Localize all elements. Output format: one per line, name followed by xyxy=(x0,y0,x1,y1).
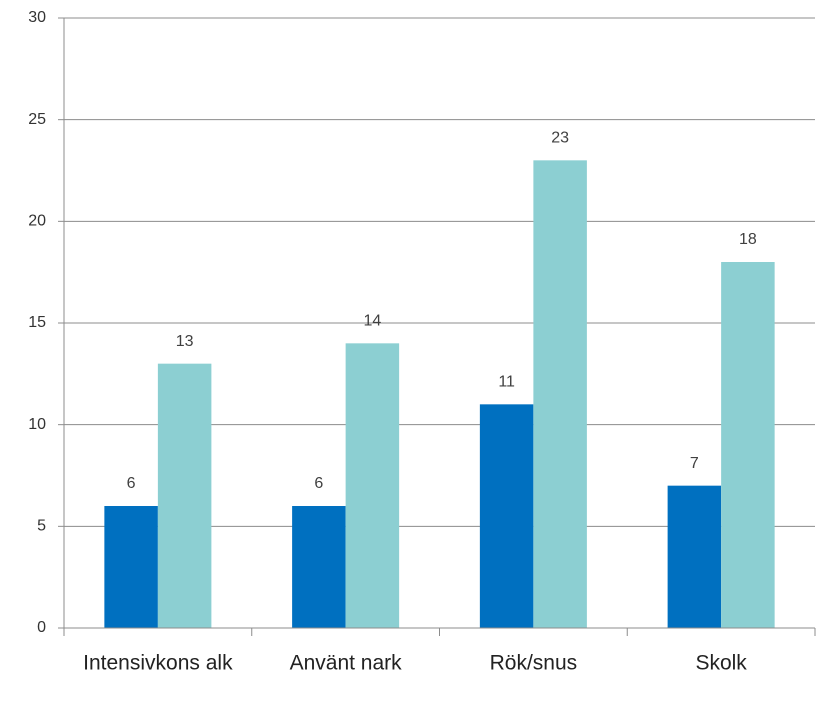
value-label: 13 xyxy=(176,333,194,350)
bar xyxy=(157,363,212,628)
value-label: 14 xyxy=(363,313,381,330)
value-label: 23 xyxy=(551,130,569,147)
y-tick-label: 0 xyxy=(37,619,46,636)
bar xyxy=(667,485,722,628)
x-tick-label: Rök/snus xyxy=(490,652,578,675)
value-label: 6 xyxy=(314,475,323,492)
y-tick-label: 30 xyxy=(28,9,46,26)
value-label: 11 xyxy=(498,374,515,391)
x-tick-label: Skolk xyxy=(695,652,747,675)
bar xyxy=(479,404,534,628)
bar xyxy=(104,506,158,628)
bar xyxy=(533,160,587,629)
value-label: 7 xyxy=(690,455,699,472)
value-label: 18 xyxy=(739,231,757,248)
x-tick-label: Använt nark xyxy=(290,652,403,675)
bar xyxy=(345,343,400,628)
y-tick-label: 5 xyxy=(37,518,46,535)
bar xyxy=(292,506,346,628)
bar xyxy=(721,262,775,628)
y-tick-label: 10 xyxy=(28,416,46,433)
x-tick-label: Intensivkons alk xyxy=(83,652,233,675)
y-tick-label: 20 xyxy=(28,213,46,230)
y-tick-label: 15 xyxy=(28,314,46,331)
y-tick-label: 25 xyxy=(28,111,46,128)
value-label: 6 xyxy=(127,475,136,492)
